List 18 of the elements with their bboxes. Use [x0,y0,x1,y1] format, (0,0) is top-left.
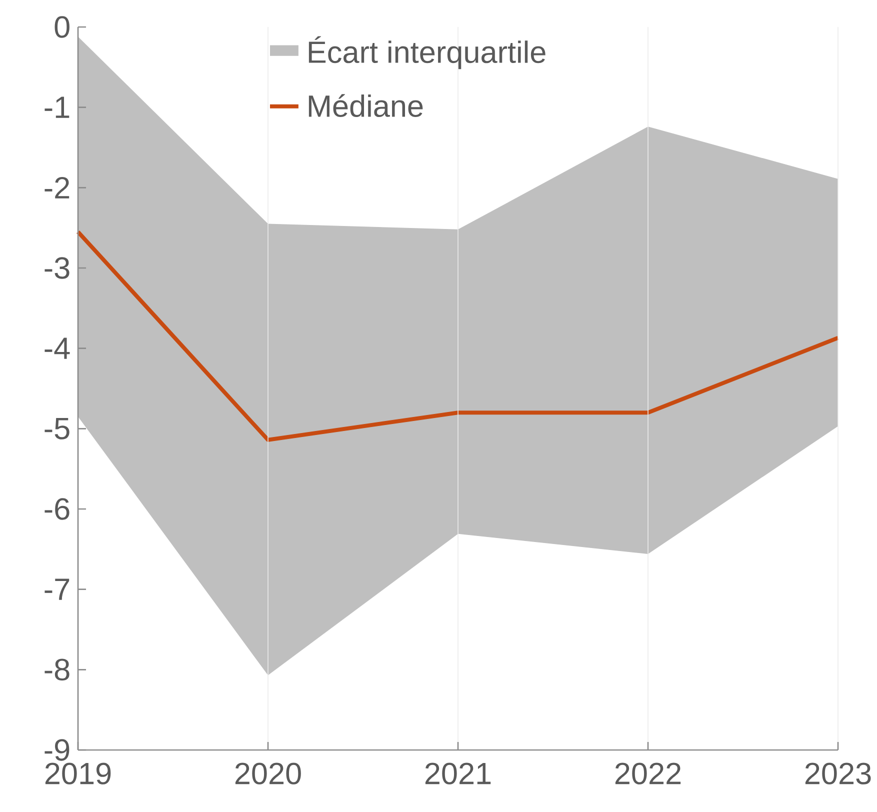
y-tick-label: 0 [54,16,70,38]
y-tick-label: -3 [44,257,70,279]
y-tick-label: -5 [44,418,70,440]
annotation: Écart interquartile [308,36,546,70]
x-tick-label: 2023 [805,762,871,784]
y-tick-label: -2 [44,176,70,198]
x-tick-label: 2022 [615,762,681,784]
y-tick-label: -9 [44,739,70,761]
x-tick-label: 2019 [45,762,111,784]
line-series [76,230,840,442]
y-tick-label: -6 [44,498,70,520]
y-tick-label: -7 [44,578,70,600]
y-tick-label: -4 [44,338,70,359]
x-tick-label: 2020 [235,762,301,784]
x-tick-label: 2021 [425,762,491,784]
legend-label: Médiane [308,94,423,118]
y-tick-label: -1 [44,96,70,118]
y-tick-label: -8 [44,658,70,680]
